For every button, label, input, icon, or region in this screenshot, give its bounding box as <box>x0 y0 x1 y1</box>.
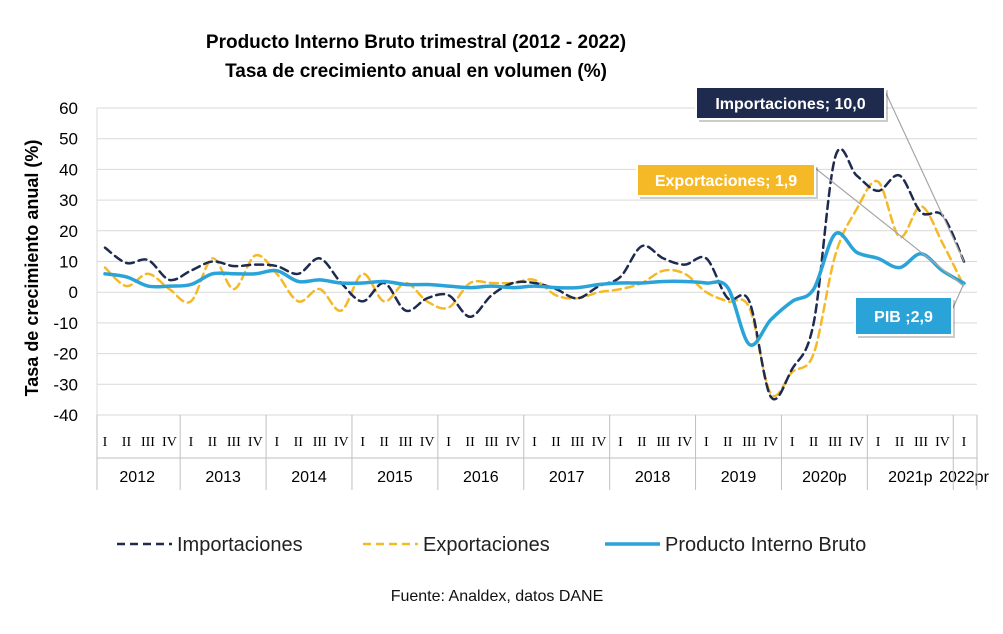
x-quarter-label: III <box>485 435 499 450</box>
x-quarter-label: I <box>790 435 795 450</box>
callout-label: Importaciones; 10,0 <box>715 96 865 113</box>
x-year-label: 2019 <box>721 469 757 486</box>
x-year-label: 2013 <box>205 469 241 486</box>
x-year-label: 2012 <box>119 469 155 486</box>
legend: Importaciones Exportaciones Producto Inter… <box>117 534 866 556</box>
x-quarter-label: IV <box>763 435 778 450</box>
x-quarter-label: III <box>399 435 413 450</box>
x-quarter-label: III <box>656 435 670 450</box>
y-tick-label: -40 <box>53 406 78 425</box>
x-quarter-label: III <box>828 435 842 450</box>
x-quarter-label: IV <box>248 435 263 450</box>
x-year-label: 2022pr <box>939 469 989 486</box>
x-quarter-label: II <box>380 435 390 450</box>
x-year-label: 2016 <box>463 469 499 486</box>
x-quarter-label: III <box>141 435 155 450</box>
x-quarter-label: II <box>637 435 647 450</box>
x-quarter-label: II <box>551 435 561 450</box>
callout-label: PIB ;2,9 <box>874 309 933 326</box>
callout-box <box>636 163 816 197</box>
x-quarter-label: I <box>704 435 709 450</box>
y-tick-label: -10 <box>53 314 78 333</box>
y-tick-label: 30 <box>59 191 78 210</box>
x-quarter-label: IV <box>592 435 607 450</box>
x-year-label: 2017 <box>549 469 585 486</box>
chart-title-line2: Tasa de crecimiento anual en volumen (%) <box>225 61 607 82</box>
x-quarter-label: I <box>103 435 108 450</box>
x-quarter-label: III <box>227 435 241 450</box>
x-quarter-label: IV <box>849 435 864 450</box>
x-quarter-label: IV <box>334 435 349 450</box>
x-quarter-label: IV <box>677 435 692 450</box>
x-quarter-label: IV <box>420 435 435 450</box>
callout-leader <box>884 90 965 262</box>
x-year-label: 2014 <box>291 469 327 486</box>
x-quarter-label: I <box>446 435 451 450</box>
x-quarter-label: III <box>313 435 327 450</box>
y-tick-label: -20 <box>53 345 78 364</box>
x-quarter-label: I <box>532 435 537 450</box>
x-quarter-label: I <box>876 435 881 450</box>
x-quarter-label: I <box>618 435 623 450</box>
x-quarter-label: IV <box>162 435 177 450</box>
source-note: Fuente: Analdex, datos DANE <box>391 588 604 605</box>
callout-leader <box>951 283 965 311</box>
legend-label: Importaciones <box>177 534 303 556</box>
x-quarter-label: III <box>742 435 756 450</box>
x-quarter-label: I <box>962 435 967 450</box>
y-tick-label: 0 <box>69 283 78 302</box>
x-quarter-label: IV <box>935 435 950 450</box>
x-quarter-label: IV <box>506 435 521 450</box>
y-tick-label: 10 <box>59 253 78 272</box>
x-quarter-label: II <box>895 435 905 450</box>
callout-label: Exportaciones; 1,9 <box>655 173 797 190</box>
series-line-producto-interno-bruto <box>103 230 966 347</box>
series-lines <box>103 147 966 401</box>
y-tick-label: -30 <box>53 375 78 394</box>
x-quarter-label: I <box>189 435 194 450</box>
x-quarter-label: II <box>809 435 819 450</box>
series-line-importaciones <box>103 147 966 401</box>
x-quarter-label: I <box>274 435 279 450</box>
callouts: Importaciones; 10,0 Exportaciones; 1,9 PIB… <box>636 86 955 338</box>
series-line-exportaciones <box>103 179 966 398</box>
x-quarter-label: II <box>723 435 733 450</box>
x-quarter-label: I <box>360 435 365 450</box>
x-quarter-label: III <box>914 435 928 450</box>
x-year-label: 2015 <box>377 469 413 486</box>
y-tick-label: 50 <box>59 130 78 149</box>
x-quarter-label: II <box>465 435 475 450</box>
x-year-label: 2021p <box>888 469 933 486</box>
x-quarter-label: II <box>294 435 304 450</box>
x-quarter-label: II <box>122 435 132 450</box>
x-quarter-label: III <box>570 435 584 450</box>
gridlines <box>96 107 977 416</box>
callout-box <box>695 86 886 120</box>
x-quarter-label: II <box>208 435 218 450</box>
y-tick-label: 60 <box>59 99 78 118</box>
callout-leader <box>814 167 965 287</box>
y-tick-label: 20 <box>59 222 78 241</box>
y-axis-label: Tasa de crecimiento anual (%) <box>22 140 42 397</box>
callout-leaders <box>814 90 965 311</box>
callout-box <box>854 296 953 336</box>
x-year-label: 2020p <box>802 469 847 486</box>
y-axis-ticks: -40 -30 -20 -10 0 10 20 30 40 50 60 <box>53 99 78 425</box>
x-year-label: 2018 <box>635 469 671 486</box>
chart-title-line1: Producto Interno Bruto trimestral (2012 … <box>206 32 626 53</box>
y-tick-label: 40 <box>59 160 78 179</box>
legend-label: Exportaciones <box>423 534 550 556</box>
legend-label: Producto Interno Bruto <box>665 534 866 556</box>
